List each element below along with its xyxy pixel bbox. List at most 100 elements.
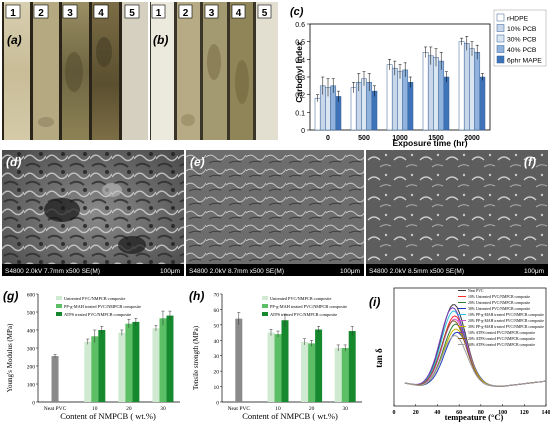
panel-label-h: (h) [189, 289, 204, 303]
y-tick-label: 0.6 [295, 22, 305, 29]
legend-swatch [496, 45, 505, 53]
photo-panel-b: 1 2 3 4 5 (b) [150, 2, 278, 140]
legend-label: 10% Untreated PVC/NMPCB composite [468, 295, 530, 299]
y-tick-label: 600 [27, 293, 36, 299]
bar [348, 331, 356, 402]
y-tick-label: 0.2 [295, 93, 305, 100]
sem-panel-f: S4800 2.0kV 8.5mm x500 SE(M) 100μm (f) [366, 150, 548, 276]
x-tick-label: 2000 [464, 135, 480, 142]
legend-label: 6phr MAPE [507, 58, 542, 65]
legend-label: 30% ATPS treated PVC/NMPCB composite [468, 343, 535, 347]
y-tick-label: 400 [27, 329, 36, 335]
bar [152, 328, 160, 402]
legend-swatch [262, 296, 268, 300]
y-tick-label: 40 [214, 339, 220, 345]
sem-scale: 100μm [524, 268, 544, 275]
bar [402, 69, 409, 131]
bar [427, 55, 434, 131]
legend-swatch [56, 304, 62, 308]
photo-a-graphic: 1 2 3 4 5 (a) [2, 2, 148, 140]
legend-label: Neat PVC [468, 289, 484, 293]
bar [438, 60, 445, 131]
sem-panel-e: S4800 2.0kV 8.7mm x500 SE(M) 100μm (e) [186, 150, 364, 276]
x-tick-label: 10 [92, 406, 98, 412]
bar [361, 78, 367, 131]
chart-panel-i: (i) tan δ tempeature (°C) 0 20 40 60 80 100 12… [366, 280, 550, 423]
photo-panel-a: 1 2 3 4 5 (a) [2, 2, 148, 140]
y-tick-label: 0.5 [295, 40, 305, 47]
bar [443, 76, 450, 131]
sem-caption: S4800 2.0kV 8.5mm x500 SE(M) [369, 268, 464, 275]
bar [84, 341, 92, 402]
x-tick-label: Neat PVC [44, 406, 67, 412]
bar [463, 43, 470, 131]
bar [433, 57, 439, 131]
chart-panel-c: (c) Carbonyl Index Exposure time (hr) 0 0… [280, 2, 548, 150]
bar [386, 64, 393, 131]
strip-number: 3 [67, 8, 73, 19]
x-tick-label: 0 [393, 410, 396, 416]
y-tick-label: 20 [214, 370, 220, 376]
sem-f-graphic: S4800 2.0kV 8.5mm x500 SE(M) 100μm (f) [366, 150, 548, 276]
legend-swatch [496, 24, 505, 32]
y-tick-label: 0.4 [295, 57, 305, 64]
legend-swatch [56, 312, 62, 316]
sem-scale: 100μm [160, 268, 180, 275]
x-axis-label: Content of NMPCB ( wt.%) [242, 411, 338, 421]
bar [132, 321, 140, 402]
bar [314, 97, 321, 131]
panel-label-e: (e) [190, 155, 205, 169]
y-tick-label: 100 [27, 383, 36, 389]
y-tick-label: 30 [214, 354, 220, 360]
y-tick-label: 0 [216, 401, 219, 407]
legend-label: 20% Untreated PVC/NMPCB composite [468, 301, 530, 305]
bar [458, 41, 465, 131]
x-tick-label: 40 [434, 410, 440, 416]
bar [391, 67, 398, 131]
strip-number: 3 [209, 8, 215, 19]
legend-label: ATPS treated PVC/NMPCB composite [270, 312, 337, 317]
legend-swatch [496, 34, 505, 43]
y-axis-label: Tensile strength (MPa) [192, 325, 200, 390]
bar [267, 332, 275, 402]
x-axis-label: tempeature (°C) [445, 412, 504, 422]
bar [308, 343, 316, 402]
bar [118, 332, 126, 402]
x-tick-label: 30 [342, 406, 348, 412]
strip-number: 5 [262, 8, 268, 19]
bar [159, 318, 167, 402]
bar [91, 336, 99, 402]
panel-label-g: (g) [3, 289, 18, 303]
panel-label-a: (a) [7, 33, 22, 47]
x-tick-label: 20 [309, 406, 315, 412]
panel-label-b: (b) [153, 33, 168, 47]
legend-swatch [262, 312, 268, 316]
x-tick-label: Neat PVC [228, 406, 251, 412]
sem-d-graphic: S4800 2.0kV 7.7mm x500 SE(M) 100μm (d) [2, 150, 184, 276]
bar [469, 48, 475, 131]
bar [474, 52, 481, 131]
carbonyl-index-chart: (c) Carbonyl Index Exposure time (hr) 0 0… [280, 2, 548, 150]
youngs-modulus-chart: (g) Young's Modulus (MPa) Content of NMP… [0, 280, 184, 423]
bar [479, 76, 486, 131]
strip-number: 1 [10, 8, 16, 19]
x-tick-label: 80 [478, 410, 484, 416]
x-tick-label: 1000 [392, 135, 408, 142]
legend-swatch [496, 55, 505, 64]
panel-label-i: (i) [369, 295, 380, 309]
x-tick-label: 120 [520, 410, 529, 416]
legend-label: 20% PP-g-MAH treated PVC/NMPCB composite [468, 319, 544, 323]
legend-label: 20% ATPS treated PVC/NMPCB composite [468, 337, 535, 341]
x-tick-label: 140 [542, 410, 550, 416]
x-tick-label: 60 [456, 410, 462, 416]
y-tick-label: 10 [214, 385, 220, 391]
x-tick-label: 100 [498, 410, 507, 416]
sem-e-graphic: S4800 2.0kV 8.7mm x500 SE(M) 100μm (e) [186, 150, 364, 276]
legend-label: 10% PCB [507, 26, 537, 33]
strip-number-box [5, 4, 21, 19]
y-tick-label: 60 [214, 308, 220, 314]
sem-scale: 100μm [340, 268, 360, 275]
legend-label: rHDPE [507, 16, 529, 23]
y-axis-label: Young's Modulus (MPa) [6, 323, 14, 392]
y-tick-label: 0 [301, 128, 305, 135]
